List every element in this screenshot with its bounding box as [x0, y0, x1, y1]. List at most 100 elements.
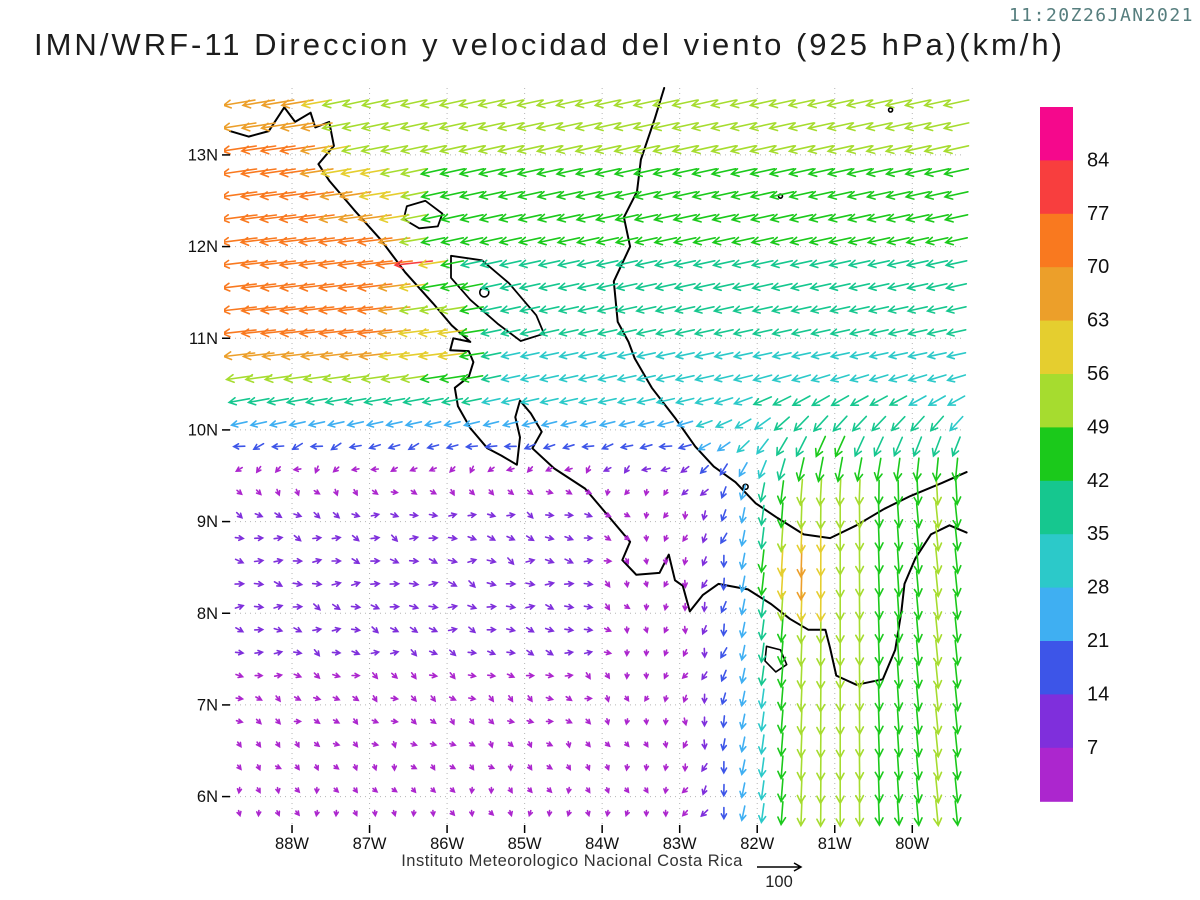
wind-arrow [695, 420, 713, 428]
wind-arrow [581, 443, 595, 450]
y-axis-label: 10N [188, 421, 218, 439]
wind-arrow [913, 479, 923, 507]
wind-arrow [623, 557, 630, 565]
wind-arrow [874, 594, 884, 621]
wind-arrow [952, 479, 962, 506]
wind-arrow [903, 99, 931, 109]
wind-arrow [643, 626, 649, 634]
wind-arrow [789, 282, 813, 292]
wind-arrow [720, 600, 727, 614]
wind-arrow [777, 592, 787, 622]
wind-arrow [604, 512, 612, 518]
wind-arrow [409, 535, 420, 542]
wind-arrow [652, 213, 678, 223]
wind-arrow [273, 649, 284, 656]
wind-arrow [713, 328, 734, 337]
wind-arrow [239, 191, 277, 201]
wind-arrow [577, 328, 599, 337]
wind-arrow [884, 99, 912, 109]
wind-arrow [913, 731, 923, 759]
colorbar-tick-label: 35 [1087, 523, 1109, 545]
wind-arrow [701, 671, 708, 681]
colorbar-segment [1040, 694, 1073, 749]
wind-arrow [952, 731, 962, 759]
wind-arrow [544, 580, 556, 587]
wind-arrow [391, 763, 398, 772]
wind-arrow [777, 617, 787, 644]
colorbar-segment [1040, 641, 1073, 695]
wind-arrow [690, 99, 718, 109]
wind-arrow [604, 718, 610, 726]
wind-arrow [730, 213, 756, 223]
wind-arrow [321, 373, 350, 384]
wind-arrow [604, 535, 612, 541]
wind-arrow [423, 420, 442, 428]
colorbar-segment [1040, 480, 1073, 535]
wind-arrow [525, 558, 536, 565]
wind-arrow [410, 718, 417, 725]
wind-arrow [751, 305, 773, 314]
wind-arrow [770, 305, 793, 314]
wind-arrow [372, 809, 378, 818]
wind-arrow [240, 328, 277, 338]
wind-arrow [314, 809, 320, 818]
wind-arrow [796, 776, 806, 805]
wind-arrow [499, 282, 522, 292]
wind-arrow [391, 787, 398, 793]
wind-arrow [663, 649, 669, 657]
wind-arrow [826, 99, 854, 109]
wind-arrow [663, 717, 669, 726]
wind-arrow [449, 718, 455, 726]
wind-arrow [597, 397, 617, 406]
wind-arrow [254, 535, 265, 542]
wind-arrow [278, 282, 316, 292]
wind-arrow [913, 570, 923, 598]
wind-arrow [933, 662, 943, 690]
wind-arrow [505, 466, 515, 472]
wind-arrow [527, 787, 533, 794]
wind-arrow [834, 435, 846, 458]
wind-arrow [682, 740, 689, 749]
wind-arrow [944, 282, 968, 292]
wind-arrow [479, 328, 502, 337]
wind-arrow [294, 764, 300, 771]
wind-arrow [874, 525, 884, 552]
wind-arrow [682, 625, 688, 635]
wind-arrow [796, 753, 806, 782]
wind-arrow [613, 122, 640, 132]
wind-arrow [535, 99, 563, 109]
wind-arrow [545, 695, 555, 702]
wind-arrow [789, 259, 813, 269]
wind-arrow [874, 800, 884, 827]
wind-arrow [616, 351, 637, 360]
reference-arrow-icon [757, 862, 803, 872]
wind-arrow [273, 626, 284, 633]
wind-arrow [332, 603, 341, 611]
wind-arrow [663, 603, 669, 612]
wind-arrow [324, 396, 348, 406]
bocas-islet [742, 483, 749, 491]
wind-arrow [525, 535, 535, 542]
wind-arrow [259, 328, 296, 338]
wind-arrow [240, 122, 276, 132]
wind-arrow [526, 718, 535, 724]
wind-arrow [507, 718, 516, 725]
wind-arrow [693, 328, 715, 337]
wind-arrow [488, 810, 495, 816]
wind-arrow [663, 489, 669, 497]
wind-arrow [430, 695, 437, 703]
wind-arrow [234, 535, 245, 542]
wind-arrow [623, 787, 630, 794]
wind-arrow [254, 672, 264, 679]
wind-arrow [507, 557, 515, 566]
wind-arrow [234, 603, 245, 610]
wind-arrow [623, 695, 630, 702]
wind-arrow [855, 593, 865, 622]
wind-arrow [739, 782, 747, 799]
wind-arrow [574, 122, 602, 132]
wind-arrow [337, 328, 374, 338]
page-title: IMN/WRF-11 Direccion y velocidad del vie… [34, 27, 1065, 62]
wind-arrow [294, 741, 300, 749]
wind-arrow [447, 535, 459, 542]
wind-arrow [497, 168, 524, 178]
